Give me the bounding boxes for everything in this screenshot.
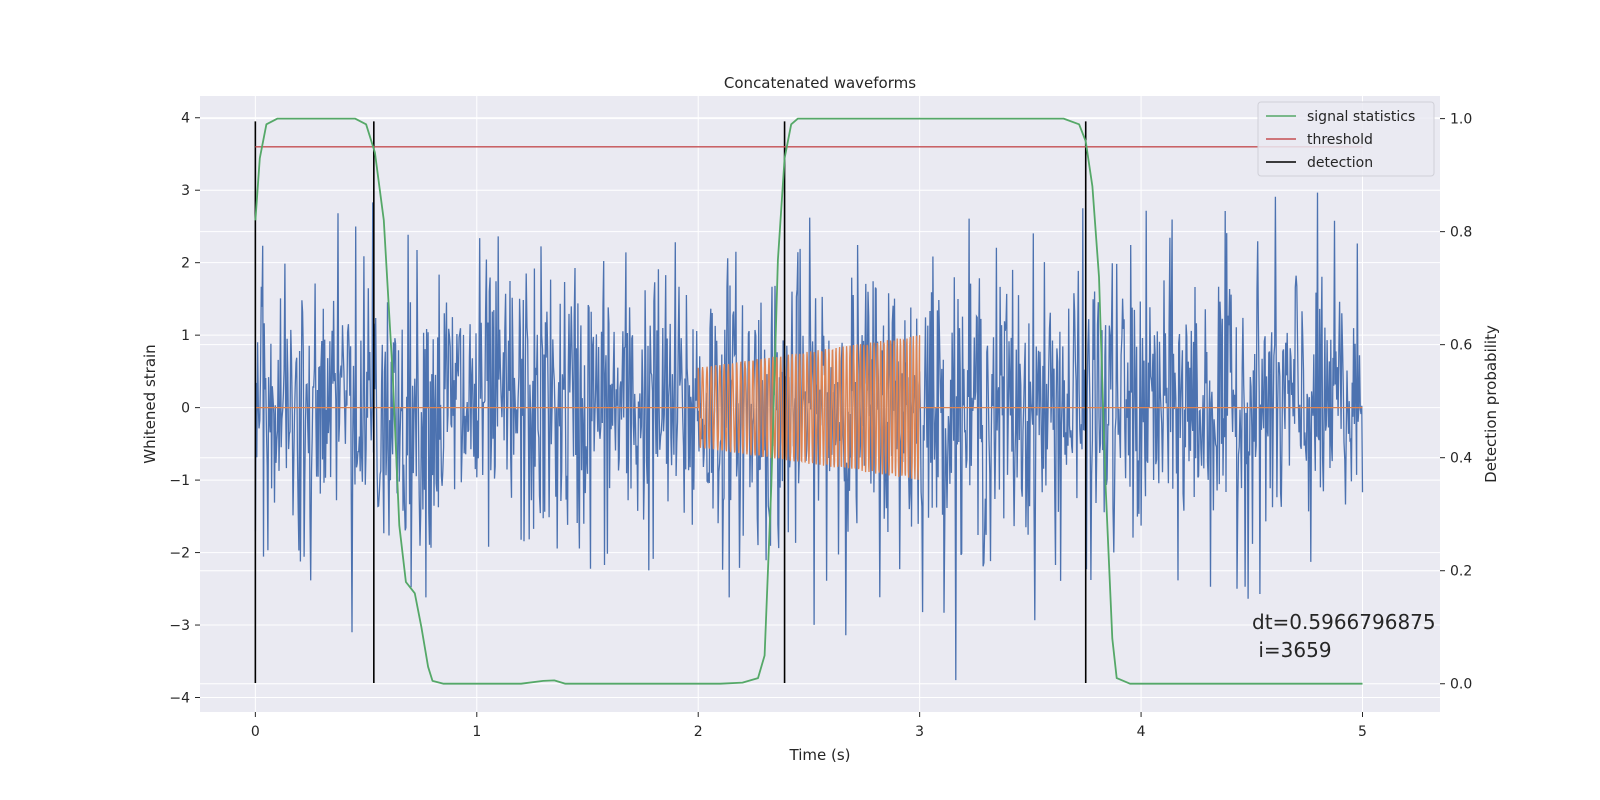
signal-statistics-series xyxy=(254,117,1363,685)
noise-trace xyxy=(254,192,1364,681)
x-tick-label: 5 xyxy=(1358,724,1367,740)
x-tick-label: 1 xyxy=(472,724,481,740)
x-tick-label: 0 xyxy=(251,724,260,740)
noise-series xyxy=(254,192,1364,681)
y-tick-label: −4 xyxy=(169,691,190,707)
legend-label-signal-statistics: signal statistics xyxy=(1307,109,1415,125)
y-tick-label: 1 xyxy=(181,328,190,344)
y2-tick-label: 1.0 xyxy=(1450,112,1472,128)
annotation-dt: dt=0.5966796875 xyxy=(1252,610,1436,634)
y-tick-label: −1 xyxy=(169,473,190,489)
y2-tick-label: 0.6 xyxy=(1450,338,1472,354)
y-tick-label: 2 xyxy=(181,256,190,272)
y2-tick-label: 0.4 xyxy=(1450,451,1472,467)
waveform-series xyxy=(255,335,1363,480)
x-tick-label: 3 xyxy=(915,724,924,740)
y2-tick-label: 0.8 xyxy=(1450,225,1472,241)
legend-box xyxy=(1257,101,1435,177)
legend-label-detection: detection xyxy=(1307,155,1373,171)
y-tick-label: −3 xyxy=(169,618,190,634)
y-tick-label: −2 xyxy=(169,546,190,562)
legend-label-threshold: threshold xyxy=(1307,132,1373,148)
x-tick-label: 2 xyxy=(694,724,703,740)
waveform-trace xyxy=(255,335,1363,480)
y2-axis-label: Detection probability xyxy=(1482,325,1500,483)
legend: signal statistics threshold detection xyxy=(1257,101,1435,177)
x-axis-ticks: 0 1 2 3 4 5 xyxy=(251,712,1367,740)
y-tick-label: 3 xyxy=(181,183,190,199)
y2-tick-label: 0.0 xyxy=(1450,677,1472,693)
y2-axis-ticks: 0.0 0.2 0.4 0.6 0.8 1.0 xyxy=(1440,112,1472,693)
y-tick-label: 0 xyxy=(181,401,190,417)
y-axis-label: Whitened strain xyxy=(141,344,159,463)
y2-tick-label: 0.2 xyxy=(1450,564,1472,580)
signal-statistics-line xyxy=(254,117,1363,685)
x-axis-label: Time (s) xyxy=(789,746,851,764)
y-axis-ticks: −4 −3 −2 −1 0 1 2 3 4 xyxy=(169,111,200,707)
y-tick-label: 4 xyxy=(181,111,190,127)
x-tick-label: 4 xyxy=(1137,724,1146,740)
chart-title: Concatenated waveforms xyxy=(724,74,916,92)
annotation-index: i=3659 xyxy=(1252,638,1332,662)
